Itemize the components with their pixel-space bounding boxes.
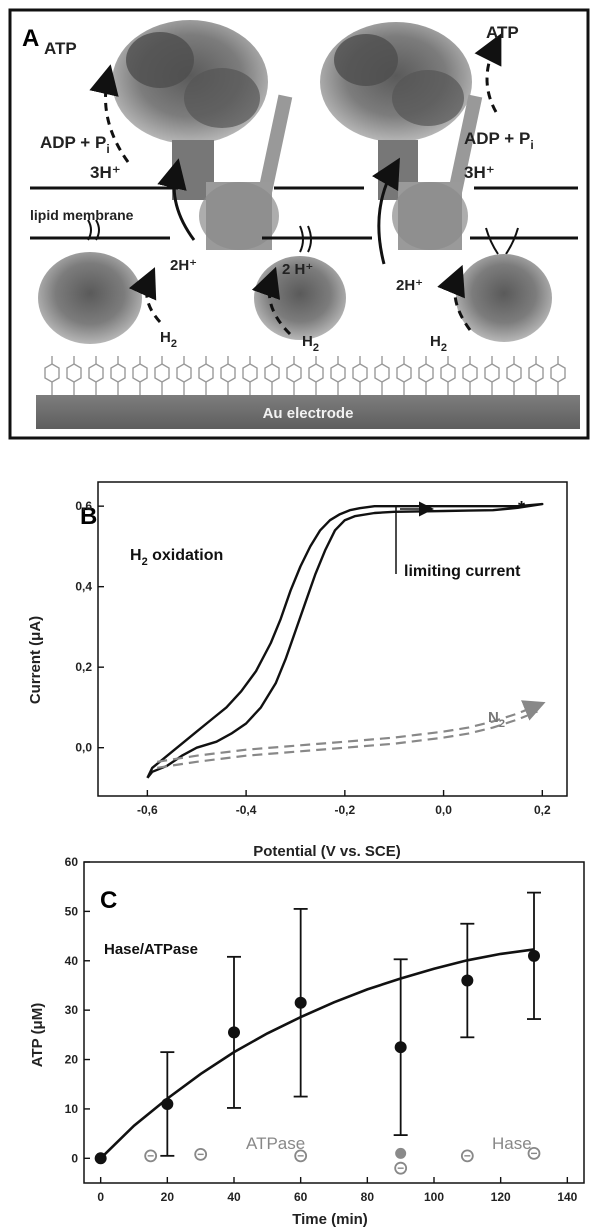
panel-b-series: [146, 502, 546, 779]
membrane-anchors: [87, 219, 519, 255]
panel-b-ytick-label: 0,6: [75, 499, 92, 513]
atp-label-left: ATP: [44, 39, 77, 58]
lipid-membrane-lines: [30, 186, 578, 240]
limiting-current-annotation: limiting current: [404, 563, 521, 580]
h2-label-2: H2: [302, 333, 319, 354]
panel-c-atp-production: C 0 20 40 60 80 100 120 140 0 10 20 30 40 50 60 ATP (μ…: [29, 855, 585, 1228]
adp-pi-label-right: ADP + Pi: [464, 129, 534, 152]
n2-control-trace-2: [157, 710, 538, 769]
hase-control-annotation: Hase: [492, 1134, 532, 1153]
atpase-control-annotation: ATPase: [246, 1134, 305, 1153]
panel-c-plot-frame: [83, 861, 585, 1184]
panel-b-ylabel: Current (μA): [27, 616, 44, 704]
n2-control-trace-1: [157, 700, 546, 763]
panel-b-xtick-label: -0,6: [137, 803, 158, 817]
panel-b-ytick-label: 0,4: [75, 580, 92, 594]
proton-label-2h-2: 2 H⁺: [282, 261, 313, 278]
atp-synthesis-arrow-right: [474, 33, 502, 113]
panel-c-ytick-label: 50: [65, 904, 79, 918]
panel-c-ytick-label: 40: [65, 954, 79, 968]
h2-label-1: H2: [160, 329, 177, 350]
hase-atpase-fit-curve: [99, 948, 535, 1160]
panel-c-xtick-label: 80: [361, 1190, 375, 1204]
proton-label-2h-1: 2H⁺: [170, 257, 197, 274]
panel-b-xtick-label: 0,2: [534, 803, 551, 817]
proton-label-3h-right: 3H⁺: [464, 163, 495, 182]
star-annotation: *: [518, 498, 525, 518]
h2-oxidation-arrow-2: [251, 266, 292, 336]
panel-c-xtick-label: 0: [97, 1190, 104, 1204]
panel-c-ytick-label: 30: [65, 1003, 79, 1017]
self-assembled-monolayer: [44, 356, 566, 395]
panel-b-ytick-label: 0,2: [75, 660, 92, 674]
panel-c-letter: C: [100, 887, 117, 914]
hase-atpase-point: [461, 974, 474, 987]
panel-c-ytick-label: 10: [65, 1102, 79, 1116]
panel-b-letter: B: [80, 503, 97, 530]
panel-c-xtick-label: 20: [161, 1190, 175, 1204]
proton-flow-arrow-right: [372, 157, 400, 265]
panel-b-xtick-label: -0,4: [236, 803, 257, 817]
hase-atpase-point: [228, 1026, 240, 1039]
atp-synthesis-arrow-left: [89, 64, 130, 163]
panel-a-letter: A: [22, 25, 39, 52]
h2-label-3: H2: [430, 333, 447, 354]
h2-oxidation-arrow-1: [128, 267, 162, 324]
panel-c-ytick-label: 20: [65, 1053, 79, 1067]
atpase-complex-left: [112, 20, 293, 250]
lipid-membrane-label: lipid membrane: [30, 207, 134, 223]
electrode-label: Au electrode: [263, 405, 354, 422]
hase-atpase-point: [528, 949, 540, 962]
panel-a-schematic: A: [8, 8, 590, 440]
panel-b-ytick-label: 0,0: [75, 741, 92, 755]
h2-oxidation-annotation: H2 oxidation: [130, 547, 223, 568]
n2-annotation: N2: [488, 709, 505, 730]
hase-atpase-point: [394, 1041, 407, 1054]
atp-label-right: ATP: [486, 23, 519, 42]
panel-b-plot-frame: [97, 481, 568, 797]
hase-atpase-point: [94, 1152, 107, 1165]
gray-control-point: [395, 1147, 407, 1159]
panel-c-ytick-label: 0: [71, 1151, 78, 1165]
au-electrode: [36, 395, 580, 429]
panel-c-ylabel: ATP (μM): [29, 1003, 46, 1067]
panel-b-voltammogram: B -0,6 -0,4 -0,2 0,0 0,2 0,0 0,2 0,4 0,6 Current…: [27, 481, 568, 860]
proton-flow-arrow-left: [157, 158, 196, 241]
hase-atpase-point: [161, 1097, 174, 1110]
panel-a-frame: [8, 8, 590, 440]
panel-c-xtick-label: 60: [294, 1190, 308, 1204]
panel-c-xlabel: Time (min): [292, 1211, 368, 1228]
proton-label-2h-3: 2H⁺: [396, 277, 423, 294]
atpase-complex-right: [320, 22, 483, 250]
panel-b-axes: -0,6 -0,4 -0,2 0,0 0,2 0,0 0,2 0,4 0,6: [75, 499, 551, 817]
panel-b-xtick-label: 0,0: [435, 803, 452, 817]
panel-c-xtick-label: 100: [424, 1190, 444, 1204]
panel-b-xtick-label: -0,2: [334, 803, 355, 817]
panel-c-xtick-label: 120: [491, 1190, 511, 1204]
panel-b-xlabel: Potential (V vs. SCE): [253, 843, 401, 860]
h2-oxidation-cv-trace: [146, 502, 544, 779]
panel-c-axes: 0 20 40 60 80 100 120 140 0 10 20 30 40 50 60: [65, 855, 578, 1204]
panel-c-xtick-label: 140: [557, 1190, 577, 1204]
panel-c-series: [94, 891, 541, 1175]
hase-atpase-point: [294, 996, 307, 1009]
panel-c-xtick-label: 40: [227, 1190, 241, 1204]
adp-pi-label-left: ADP + Pi: [40, 133, 110, 156]
h2-oxidation-arrow-3: [437, 264, 472, 331]
hase-atpase-annotation: Hase/ATPase: [104, 941, 198, 958]
panel-c-ytick-label: 60: [65, 855, 79, 869]
proton-label-3h-left: 3H⁺: [90, 163, 121, 182]
